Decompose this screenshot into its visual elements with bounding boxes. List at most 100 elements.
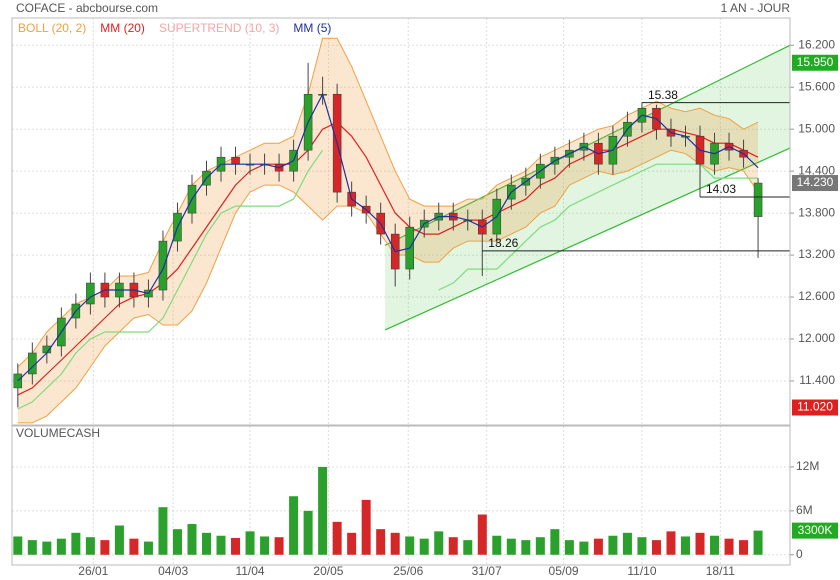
price-marker [792,54,838,71]
y-tick-label: 14.400 [798,163,835,177]
volume-bar [361,499,371,555]
y-tick-label: 0 [796,547,803,561]
level-label: 13.26 [488,236,518,250]
y-tick-label: 15.600 [798,79,835,93]
volume-bar [724,538,734,555]
volume-bar [710,535,720,555]
boll-fill [17,38,759,423]
indicator-line [17,149,759,410]
volume-bar [187,524,197,555]
price-frame [11,17,791,426]
legend-entry: MM (20) [100,21,145,35]
volume-bar [376,529,386,555]
level-label: 14.03 [706,182,736,196]
y-tick-label: 12.600 [798,289,835,303]
y-tick-label: 12M [796,459,819,473]
price-plot [12,18,790,425]
x-tick-label: 04/03 [158,564,188,578]
volume-bar [492,535,502,555]
volume-bar [13,536,23,555]
y-tick-label: 11.400 [799,373,835,387]
volume-bar [100,540,110,555]
volume-bar [579,541,589,555]
y-tick-label: 13.200 [798,247,835,261]
volume-bar [318,466,328,555]
boll-line [17,149,759,424]
volume-bar [477,514,487,555]
candle-body [753,182,763,217]
volume-bar [564,540,574,555]
volume-bar [666,531,676,555]
y-tick-label: 16.200 [798,37,835,51]
volume-bar [172,529,182,555]
volume-bar [303,510,313,555]
x-tick-label: 31/07 [472,564,502,578]
volume-bar [637,537,647,555]
legend-entry: MM (5) [293,21,331,35]
x-tick-label: 18/11 [706,564,735,578]
volume-bar [608,535,618,555]
volume-bar [245,531,255,555]
volume-bar [622,532,632,555]
channel-fill [385,45,790,330]
price-marker-label: 14.230 [797,175,834,189]
volume-frame [11,425,791,566]
y-tick-label: 6M [796,503,813,517]
volume-bar [216,535,226,555]
price-marker-label: 11.020 [797,400,833,414]
volume-bar [289,496,299,555]
price-marker [792,175,838,192]
indicator-line [17,92,759,382]
volume-bar [114,525,124,555]
volume-bar [42,541,52,555]
x-tick-label: 11/04 [235,564,264,578]
volume-bar [695,532,705,555]
volume-bar [71,532,81,555]
volume-bar [463,540,473,555]
volume-bar [27,540,37,555]
volume-bar [651,540,661,555]
indicator-line [17,121,759,396]
volume-bar [347,532,357,555]
volume-bar [739,540,749,555]
boll-line [17,37,759,368]
volume-marker-label: 3300K [798,523,833,537]
x-tick-label: 11/10 [627,564,656,578]
price-marker-label: 15.950 [797,55,834,69]
volume-bar [593,538,603,555]
volume-bar [506,538,516,555]
volume-bar [260,536,270,555]
candle-body [158,240,168,291]
y-tick-label: 13.800 [798,205,835,219]
x-tick-label: 25/06 [393,564,423,578]
volume-bar [129,538,139,555]
overlay: 26/01 04/03 11/04 20/05 25/06 31/07 05/09 11/10… [18,21,838,578]
volume-bar [535,537,545,555]
volume-bar [405,536,415,555]
volume-bar [332,521,342,555]
y-tick-label: 15.000 [798,121,835,135]
candle-body [231,156,240,165]
volume-bar [550,529,560,555]
volume-bar [521,540,531,555]
volume-bar [419,538,429,555]
level-label: 15.38 [648,88,678,102]
chart-title: COFACE - abcbourse.com [16,1,158,15]
price-marker [792,399,838,416]
volume-bar [202,532,211,555]
candle-body [13,373,23,389]
volume-plot [12,426,790,565]
chart-subtitle: 1 AN - JOUR [721,1,791,15]
volume-bar [231,537,241,555]
volume-bar [390,532,400,555]
volume-bar [158,507,168,555]
volume-marker [792,522,838,539]
x-tick-label: 20/05 [313,564,343,578]
x-tick-label: 26/01 [78,564,108,578]
volume-bar [85,537,95,555]
volume-bar [753,530,763,555]
x-tick-label: 05/09 [549,564,579,578]
volume-bar [143,541,153,555]
